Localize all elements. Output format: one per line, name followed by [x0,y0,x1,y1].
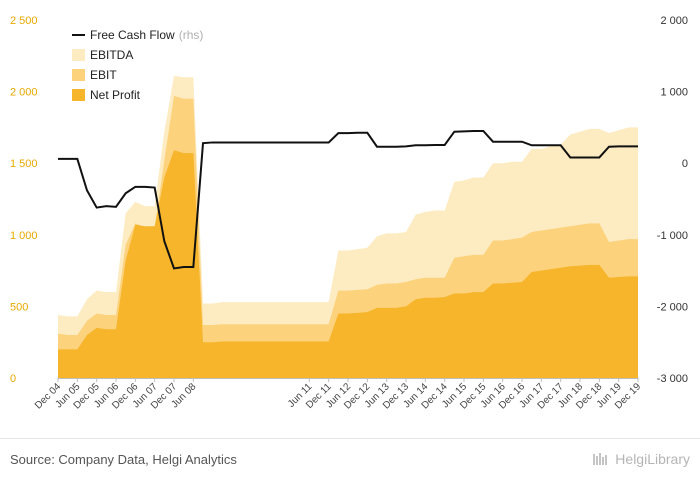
footer: Source: Company Data, Helgi Analytics He… [0,438,700,484]
right-axis-tick-label: -1 000 [657,230,688,242]
legend-label-free-cash-flow: Free Cash Flow (rhs) [90,28,203,42]
net-profit-area [58,150,638,378]
left-axis-tick-label: 1 500 [10,158,38,170]
chart: 0 500 1 000 1 500 2 000 2 500 -3 000 -2 000 -1 … [10,15,688,412]
right-axis: -3 000 -2 000 -1 000 0 1 000 2 000 [657,15,688,385]
legend-swatch-ebitda [72,49,85,61]
left-axis: 0 500 1 000 1 500 2 000 2 500 [10,15,38,385]
free-cash-flow-line [58,129,638,270]
area-series-group [58,75,638,379]
legend-swatch-ebit [72,69,85,81]
right-axis-tick-label: 2 000 [660,15,688,27]
brand-logo: HelgiLibrary [592,451,690,467]
left-axis-tick-label: 2 000 [10,87,38,99]
library-icon [593,453,608,465]
left-axis-tick-label: 500 [10,301,28,313]
right-axis-tick-label: 1 000 [660,87,688,99]
legend-label-net-profit: Net Profit [90,88,141,102]
left-axis-tick-label: 1 000 [10,230,38,242]
right-axis-tick-label: -3 000 [657,373,688,385]
brand-name: HelgiLibrary [615,451,690,467]
left-axis-tick-label: 2 500 [10,15,38,27]
legend-label-ebitda: EBITDA [90,48,133,62]
right-axis-tick-label: 0 [682,158,688,170]
legend-swatch-net-profit [72,89,85,101]
right-axis-tick-label: -2 000 [657,301,688,313]
source-note: Source: Company Data, Helgi Analytics [10,452,237,467]
left-axis-tick-label: 0 [10,373,16,385]
line-series-group [58,129,638,270]
legend-label-ebit: EBIT [90,68,117,82]
